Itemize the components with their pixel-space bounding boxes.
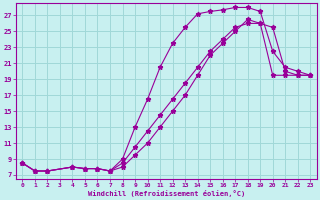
X-axis label: Windchill (Refroidissement éolien,°C): Windchill (Refroidissement éolien,°C) [88,190,245,197]
